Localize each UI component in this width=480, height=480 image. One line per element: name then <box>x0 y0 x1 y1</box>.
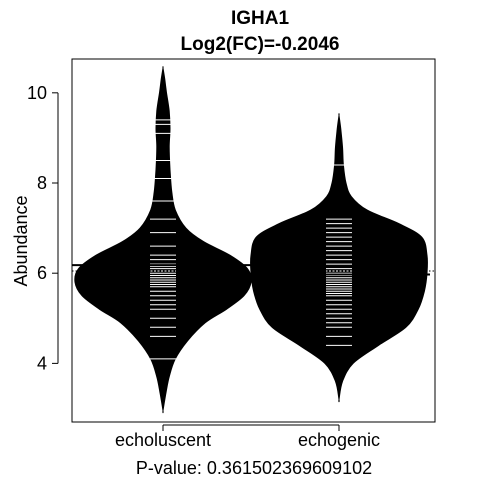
bean-density-echoluscent <box>74 66 252 414</box>
y-tick-label: 4 <box>37 353 47 373</box>
chart-title: IGHA1 <box>231 8 290 29</box>
bean-echogenic <box>248 113 430 403</box>
y-tick-label: 8 <box>37 173 47 193</box>
p-value-label: P-value: 0.361502369609102 <box>136 458 372 478</box>
y-axis: 4 6 8 10 <box>27 83 59 373</box>
y-axis-label: Abundance <box>11 195 31 286</box>
plot-frame <box>71 58 436 423</box>
y-tick-label: 6 <box>37 263 47 283</box>
y-tick-label: 10 <box>27 83 47 103</box>
x-tick-label-echoluscent: echoluscent <box>115 430 211 450</box>
bean-density-echogenic <box>249 113 429 403</box>
x-tick-label-echogenic: echogenic <box>298 430 380 450</box>
x-axis: echoluscent echogenic <box>115 424 380 450</box>
chart-subtitle: Log2(FC)=-0.2046 <box>181 34 340 55</box>
bean-echoluscent <box>72 66 254 414</box>
beans-layer <box>72 66 435 414</box>
